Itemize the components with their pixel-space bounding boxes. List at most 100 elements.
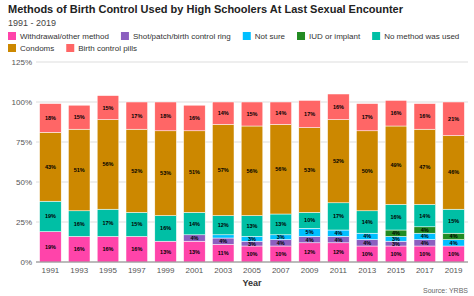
data-label: 10%	[246, 251, 257, 257]
chart: Methods of Birth Control Used by High Sc…	[0, 0, 474, 296]
bar-segment	[212, 102, 234, 124]
legend-label: IUD or implant	[309, 32, 361, 41]
data-label: 16%	[102, 246, 113, 252]
data-label: 5%	[306, 229, 314, 235]
data-label: 4%	[450, 240, 458, 246]
x-tick-label: 1995	[99, 266, 117, 275]
data-label: 3%	[277, 234, 285, 240]
y-tick-label: 25%	[16, 218, 32, 227]
bar-segment	[414, 246, 436, 262]
bar-segment	[443, 102, 465, 136]
bar-segment	[299, 212, 321, 228]
legend-swatch	[243, 32, 251, 40]
data-label: 16%	[189, 115, 200, 121]
data-label: 53%	[160, 170, 171, 176]
data-label: 16%	[333, 104, 344, 110]
data-label: 50%	[362, 168, 373, 174]
bar-segment	[184, 241, 206, 262]
bar-segment	[299, 236, 321, 242]
bar-segment	[212, 244, 234, 262]
grid-line	[36, 262, 468, 263]
x-tick-label: 2007	[272, 266, 290, 275]
data-label: 13%	[246, 223, 257, 229]
data-label: 10%	[362, 251, 373, 257]
data-label: 43%	[45, 164, 56, 170]
x-tick-label: 2017	[416, 266, 434, 275]
data-label: 4%	[392, 230, 400, 236]
bar-segment	[414, 129, 436, 204]
data-label: 4%	[363, 240, 371, 246]
y-tick-label: 0%	[20, 258, 32, 267]
data-label: 14%	[189, 221, 200, 227]
data-label: 10%	[448, 251, 459, 257]
data-label: 4%	[421, 240, 429, 246]
data-label: 15%	[131, 221, 142, 227]
bar-segment	[356, 211, 378, 233]
legend-label: Withdrawal/other method	[20, 32, 109, 41]
legend-label: Condoms	[20, 44, 54, 53]
data-label: 21%	[448, 116, 459, 122]
bar-segment	[241, 246, 263, 262]
data-label: 12%	[218, 222, 229, 228]
x-axis: 1991199319951997199920012003200520072009…	[42, 266, 464, 275]
data-label: 4%	[363, 233, 371, 239]
bar-segment	[270, 235, 292, 240]
data-label: 3%	[392, 236, 400, 242]
data-label: 49%	[390, 162, 401, 168]
legend-swatch	[66, 44, 74, 52]
y-tick-label: 75%	[16, 138, 32, 147]
data-label: 52%	[131, 168, 142, 174]
bar-segment	[155, 216, 177, 242]
bar-segment	[270, 246, 292, 262]
data-label: 13%	[275, 221, 286, 227]
y-axis: 0%25%50%75%100%125%	[12, 58, 468, 267]
bar-segment	[270, 214, 292, 235]
legend-item: Shot/patch/birth control ring	[121, 32, 231, 41]
bar-segment	[68, 105, 90, 129]
data-label: 10%	[304, 217, 315, 223]
x-tick-label: 2015	[387, 266, 405, 275]
bar-segment	[241, 241, 263, 246]
bar-segment	[385, 246, 407, 262]
data-label: 56%	[275, 166, 286, 172]
bar-segment	[385, 204, 407, 230]
bar-segment	[68, 211, 90, 237]
data-label: 18%	[160, 113, 171, 119]
bar-segment	[328, 203, 350, 230]
data-label: 4%	[306, 237, 314, 243]
bar-segment	[270, 102, 292, 124]
data-label: 11%	[218, 250, 229, 256]
bar-segment	[241, 126, 263, 216]
bar-segment	[184, 235, 206, 241]
bar-segment	[414, 227, 436, 233]
legend-label: Birth control pills	[78, 44, 137, 53]
bar-segment	[184, 105, 206, 131]
x-tick-label: 2003	[214, 266, 232, 275]
title: Methods of Birth Control Used by High Sc…	[8, 3, 404, 15]
source: Source: YRBS	[423, 287, 468, 294]
bar-segment	[68, 236, 90, 262]
data-label: 16%	[131, 246, 142, 252]
data-label: 46%	[448, 169, 459, 175]
bar-segment	[212, 238, 234, 244]
bar-segment	[443, 233, 465, 239]
bar-segment	[385, 230, 407, 236]
data-labels: 19%16%16%16%13%13%11%10%10%12%12%10%10%1…	[45, 104, 459, 257]
bar-segment	[40, 104, 62, 133]
bar-segment	[270, 240, 292, 246]
data-label: 17%	[102, 220, 113, 226]
bar-segment	[299, 100, 321, 127]
data-label: 14%	[419, 213, 430, 219]
legend-item: Not sure	[243, 32, 286, 41]
legend-swatch	[297, 32, 305, 40]
legend-swatch	[8, 32, 16, 40]
y-tick-label: 125%	[12, 58, 32, 67]
bar-segment	[385, 236, 407, 241]
data-label: 3%	[248, 236, 256, 242]
data-label: 14%	[362, 219, 373, 225]
data-label: 12%	[304, 249, 315, 255]
legend-item: Condoms	[8, 44, 54, 53]
x-tick-label: 1991	[42, 266, 60, 275]
bar-segment	[97, 209, 119, 236]
data-label: 51%	[74, 167, 85, 173]
